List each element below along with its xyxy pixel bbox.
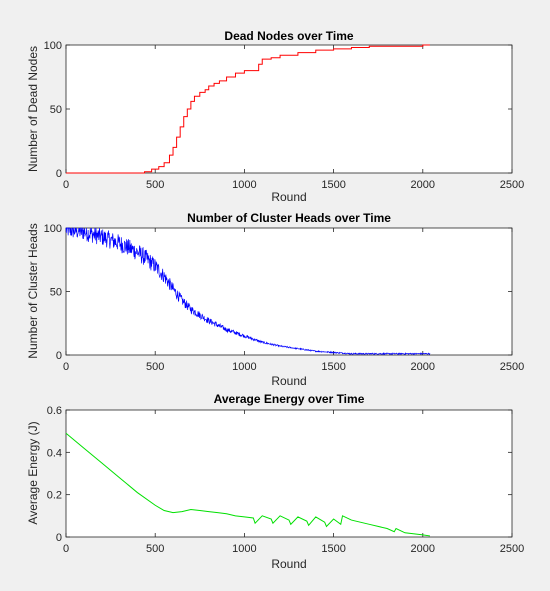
x-tick-label: 0 [63,179,69,191]
axes-background [65,409,513,538]
y-axis-label: Number of Cluster Heads [26,223,40,358]
x-tick-label: 1000 [232,361,256,373]
subplot-cluster-heads: Number of Cluster Heads over Time Round … [26,211,524,388]
x-tick-label: 2500 [500,179,524,191]
y-tick-label: 50 [50,287,62,299]
x-tick-label: 2500 [500,361,524,373]
subplot-dead-nodes: Dead Nodes over Time Round Number of Dea… [26,29,524,204]
axes-background [65,44,513,174]
x-tick-label: 1500 [321,361,345,373]
x-tick-label: 500 [146,179,164,191]
x-tick-label: 500 [146,361,164,373]
x-tick-label: 0 [63,543,69,555]
x-axis-label: Round [271,190,306,204]
y-axis-label: Number of Dead Nodes [26,46,40,172]
y-tick-label: 0.2 [47,490,62,502]
series-line [66,44,430,174]
y-tick-label: 0 [56,168,62,180]
x-tick-label: 1000 [232,179,256,191]
x-tick-label: 1500 [321,179,345,191]
y-tick-label: 0.6 [47,405,62,417]
y-tick-label: 50 [50,104,62,116]
y-tick-label: 100 [44,223,62,235]
x-tick-label: 2500 [500,543,524,555]
y-tick-label: 100 [44,40,62,52]
x-tick-label: 1500 [321,543,345,555]
y-tick-label: 0.4 [47,447,62,459]
y-tick-label: 0 [56,350,62,362]
x-tick-label: 2000 [411,179,435,191]
x-tick-label: 500 [146,543,164,555]
chart-title: Average Energy over Time [214,392,365,406]
x-tick-label: 1000 [232,543,256,555]
series-line [65,227,431,356]
y-tick-label: 0 [56,532,62,544]
chart-title: Dead Nodes over Time [224,29,353,43]
series-line [65,432,431,537]
x-tick-label: 2000 [411,543,435,555]
chart-title: Number of Cluster Heads over Time [187,211,391,225]
x-tick-label: 0 [63,361,69,373]
x-tick-label: 2000 [411,361,435,373]
x-axis-label: Round [271,374,306,388]
subplot-average-energy: Average Energy over Time Round Average E… [26,392,524,571]
y-axis-label: Average Energy (J) [26,421,40,524]
x-axis-label: Round [271,557,306,571]
